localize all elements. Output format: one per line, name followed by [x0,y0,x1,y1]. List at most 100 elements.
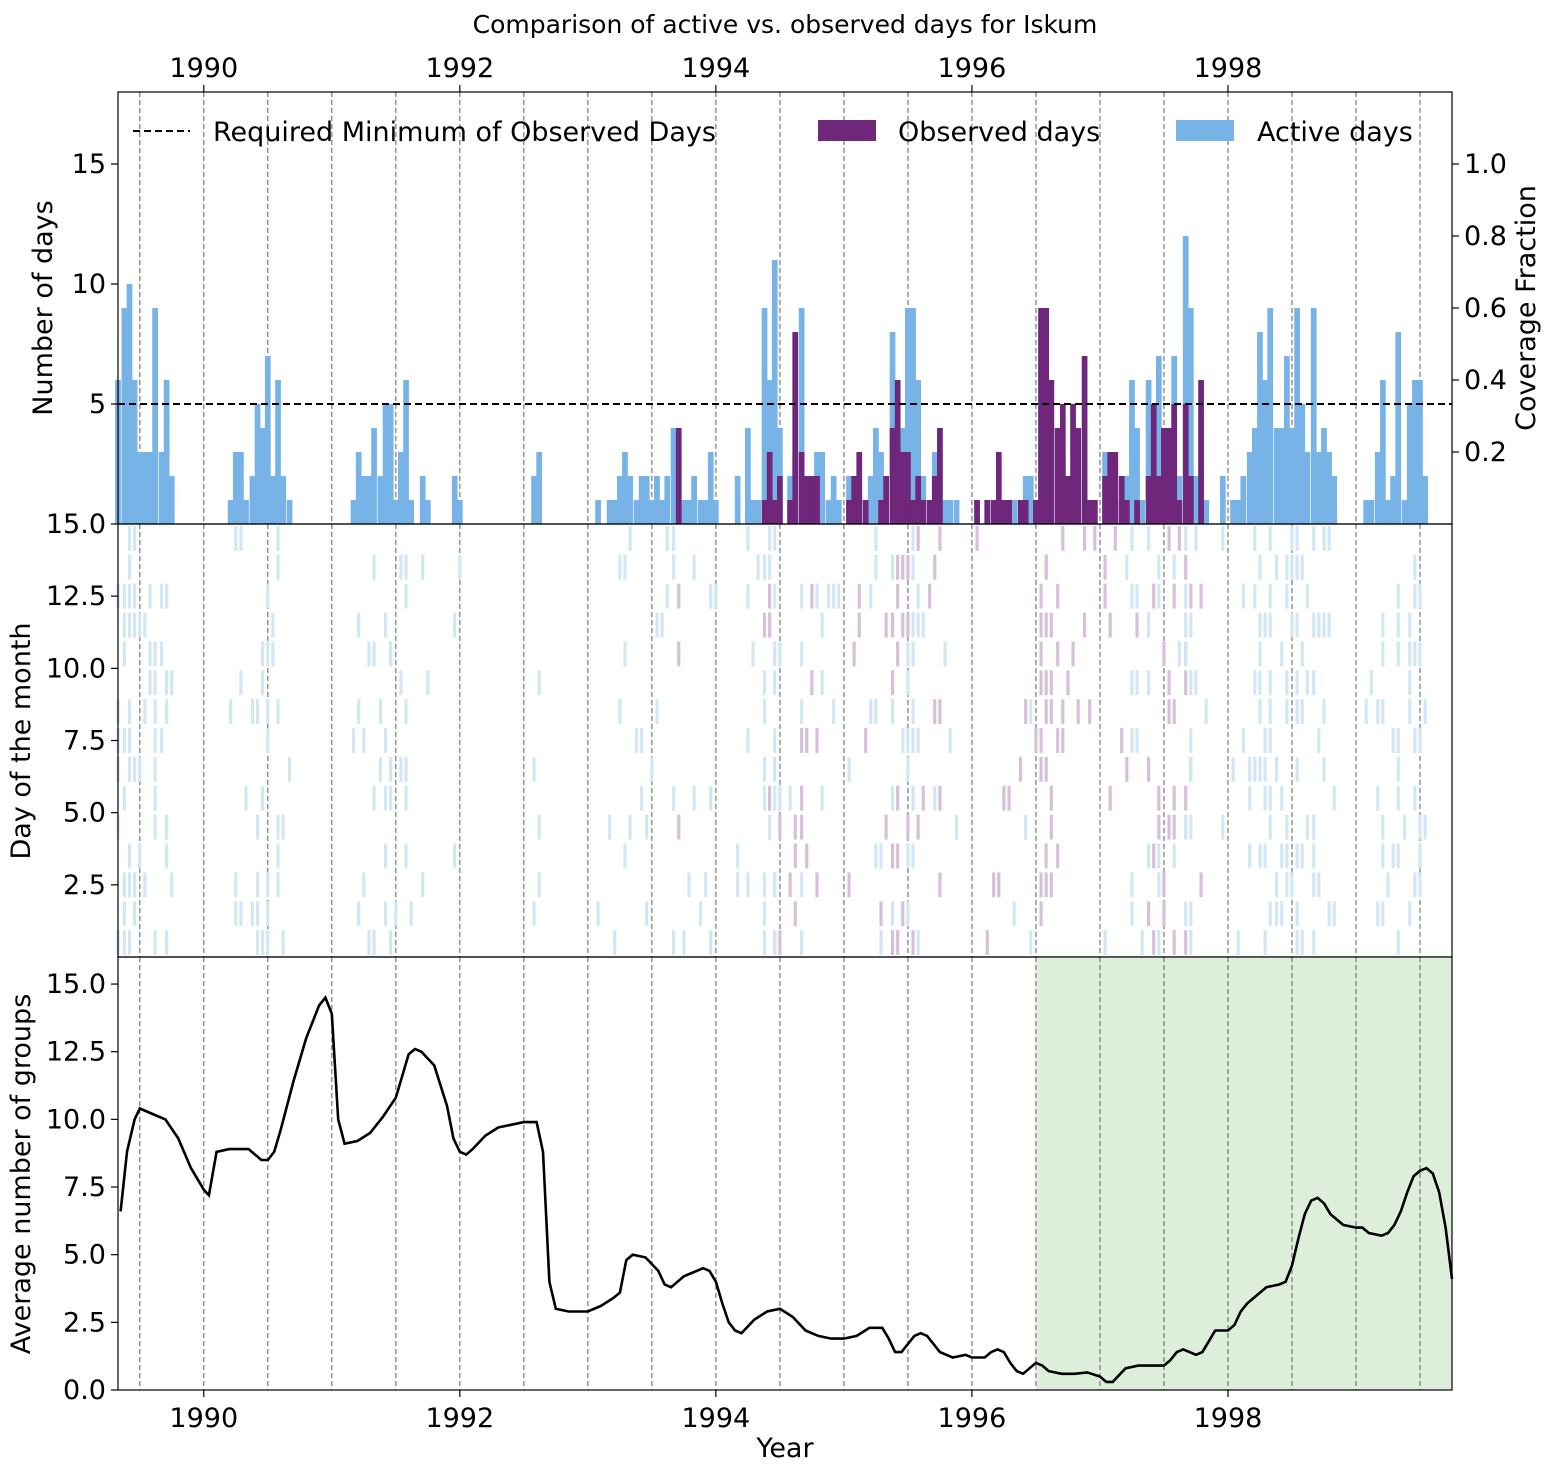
active-days-bar [350,500,357,524]
observed-days-bar [761,500,768,524]
active-day-cell [1130,872,1134,898]
top-right-y-axis-label: Coverage Fraction [1511,185,1542,431]
active-day-cell [453,843,457,869]
active-day-cell [1258,670,1262,696]
active-day-cell [800,872,804,898]
observed-day-cell [896,554,900,580]
active-day-cell [773,930,777,955]
active-days-bar [1129,380,1135,524]
active-day-cell [389,785,393,811]
observed-day-cell [815,728,819,753]
active-days-bar [398,452,404,524]
observed-days-bar [1187,476,1194,524]
active-day-cell [1295,554,1299,580]
active-day-cell [138,843,142,869]
active-day-cell [800,930,804,955]
observed-day-cell [896,785,900,811]
active-day-cell [1241,728,1245,753]
observed-day-cell [1162,641,1166,667]
active-day-cell [1327,612,1331,638]
active-day-cell [159,728,164,753]
active-day-cell [1184,814,1188,840]
active-day-cell [1300,554,1304,580]
active-day-cell [276,554,280,580]
active-days-bar [691,476,697,524]
active-days-bar [713,500,719,524]
active-days-bar [1262,380,1268,524]
observed-days-bar [1086,500,1093,524]
observed-day-cell [1184,670,1188,696]
active-day-cell [762,756,767,782]
bottom-x-tick-label: 1998 [1194,1403,1263,1434]
observed-day-cell [810,583,814,609]
observed-day-cell [1039,872,1043,898]
active-day-cell [271,612,275,638]
active-day-cell [138,756,142,782]
active-days-bar [1412,380,1418,524]
active-day-cell [1241,583,1245,609]
active-day-cell [1396,843,1400,869]
observed-day-cell [1172,814,1176,840]
active-days-bar [670,428,677,524]
active-days-bar [408,500,415,524]
active-day-cell [383,728,388,753]
active-day-cell [1413,728,1417,753]
observed-day-cell [1049,785,1053,811]
active-day-cell [1295,699,1299,725]
active-day-cell [1268,670,1272,696]
active-day-cell [1177,641,1181,667]
active-day-cell [133,612,137,638]
active-day-cell [916,583,920,609]
active-days-bar [1240,476,1247,524]
active-day-cell [1403,814,1407,840]
active-day-cell [768,554,772,580]
active-day-cell [1312,814,1316,840]
active-days-bar [131,380,138,524]
observed-day-cell [810,670,814,696]
observed-day-cell [1056,843,1060,869]
observed-day-cell [1172,785,1176,811]
active-days-bar [611,500,618,524]
active-days-bar [697,500,704,524]
active-day-cell [1275,756,1279,782]
observed-day-cell [1061,699,1065,725]
active-day-cell [874,526,878,551]
observed-day-cell [896,583,900,609]
observed-day-cell [1147,901,1151,927]
active-day-cell [1268,526,1272,551]
active-day-cell [1376,699,1380,725]
observed-day-cell [788,872,792,898]
observed-day-cell [805,843,809,869]
observed-day-cell [1162,872,1166,898]
observed-day-cell [1152,583,1156,609]
observed-days-bar [1112,452,1119,524]
observed-days-bar [1075,428,1082,524]
active-day-cell [1268,583,1272,609]
active-day-cell [911,728,915,753]
active-day-cell [1413,785,1417,811]
active-day-cell [143,612,147,638]
active-day-cell [1322,612,1326,638]
active-day-cell [261,785,265,811]
active-day-cell [389,641,393,667]
bottom-panel: 0.02.55.07.510.012.515.0 1990 1992 1994 199… [6,956,1454,1464]
active-day-cell [239,670,243,696]
active-day-cell [1300,930,1304,955]
bottom-y-tick-label: 12.5 [46,1037,106,1068]
active-day-cell [768,814,772,840]
observed-days-bar [1150,404,1157,524]
observed-day-cell [1044,670,1048,696]
active-day-cell [159,583,164,609]
active-days-bar [1310,308,1317,524]
active-day-cell [1268,785,1272,811]
active-day-cell [383,612,388,638]
active-days-bar [1134,428,1140,524]
observed-day-cell [677,583,681,609]
observed-day-cell [1007,785,1011,811]
active-day-cell [122,612,126,638]
active-days-bar [1246,452,1253,524]
active-day-cell [1418,641,1422,667]
active-days-bar [734,476,741,524]
active-day-cell [628,814,632,840]
active-day-cell [943,641,947,667]
